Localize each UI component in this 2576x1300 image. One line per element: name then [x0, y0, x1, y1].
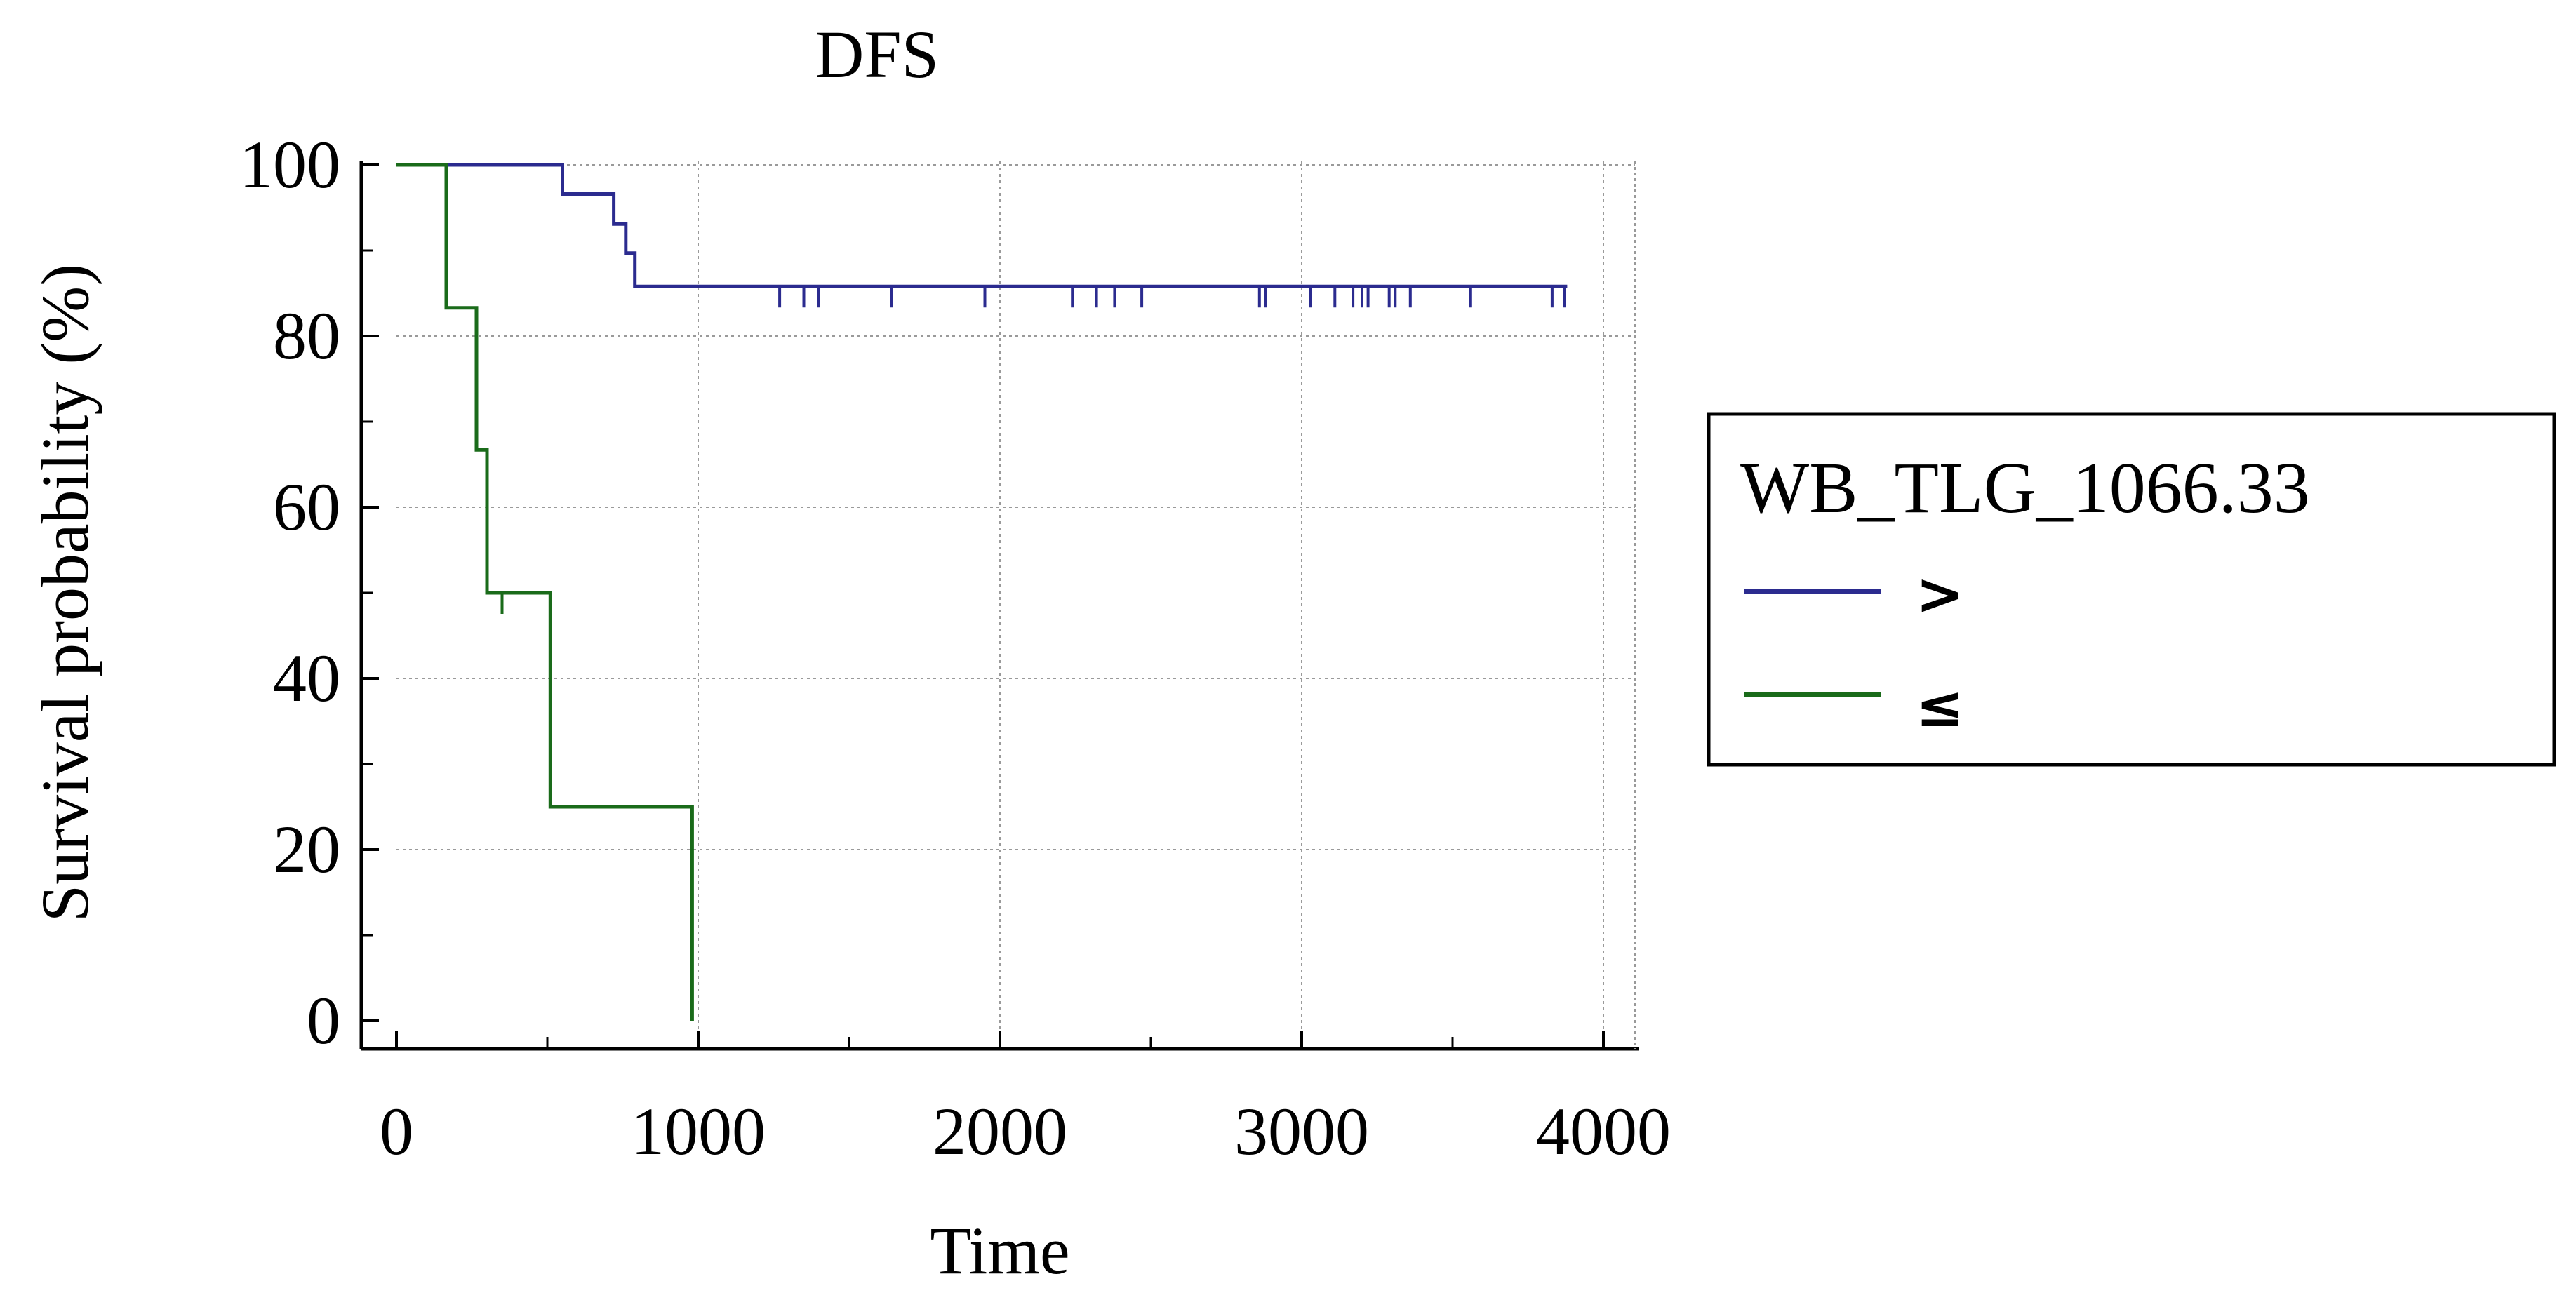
legend: WB_TLG_1066.33 > ≤ — [1707, 412, 2556, 767]
series-line-0 — [396, 163, 1568, 288]
y-axis-label: Survival probability (%) — [27, 264, 102, 922]
y-tick-label: 40 — [273, 641, 340, 716]
legend-label-gt: > — [1916, 561, 1964, 628]
legend-title: WB_TLG_1066.33 — [1740, 448, 2310, 528]
y-tick-label: 20 — [273, 812, 340, 887]
x-axis-label: Time — [930, 1213, 1069, 1288]
legend-label-le: ≤ — [1916, 674, 1964, 740]
chart-title: DFS — [815, 17, 939, 92]
plot-area: 0 20 40 60 80 100 0 1000 2000 3000 4000 — [239, 127, 1671, 1169]
x-tick-label: 4000 — [1536, 1094, 1671, 1169]
y-tick-label: 80 — [273, 298, 340, 373]
series-layer — [396, 163, 1568, 1021]
x-tick-label: 2000 — [933, 1094, 1067, 1169]
x-ticks: 0 1000 2000 3000 4000 — [380, 1031, 1671, 1169]
y-ticks: 0 20 40 60 80 100 — [239, 127, 379, 1058]
x-tick-label: 0 — [380, 1094, 413, 1169]
y-tick-label: 60 — [273, 469, 340, 544]
x-tick-label: 3000 — [1234, 1094, 1369, 1169]
grid-lines — [396, 161, 1635, 1049]
series-line-1 — [396, 163, 694, 1021]
x-tick-label: 1000 — [631, 1094, 766, 1169]
y-tick-label: 100 — [239, 127, 340, 202]
y-tick-label: 0 — [307, 983, 340, 1058]
